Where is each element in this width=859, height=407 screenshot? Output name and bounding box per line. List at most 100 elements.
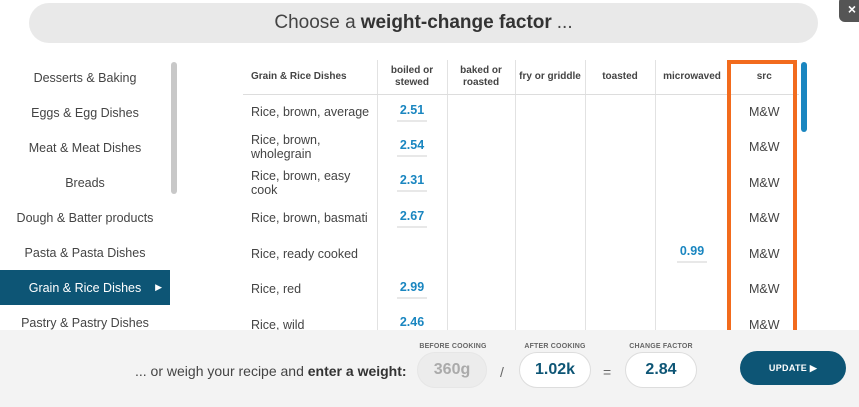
factor-cell-boiled[interactable]: 2.67 [376, 200, 447, 236]
food-name: Rice, brown, average [251, 105, 370, 119]
factor-cell-boiled[interactable]: 2.99 [376, 271, 447, 307]
source-cell: M&W [728, 129, 799, 165]
sidebar-item[interactable]: Breads [0, 165, 170, 200]
factor-cell-baked [446, 129, 515, 165]
food-name: Rice, wild [251, 317, 305, 330]
table-row: Rice, ready cooked 0.99 M&W [243, 236, 799, 272]
factor-cell-fry [514, 307, 585, 330]
header-food: Grain & Rice Dishes [243, 60, 377, 95]
source-cell: M&W [728, 307, 799, 330]
before-cooking-input[interactable]: 360g [417, 352, 487, 388]
sidebar-item[interactable]: Pasta & Pasta Dishes [0, 235, 170, 270]
category-sidebar: Desserts & Baking Eggs & Egg Dishes Meat &… [0, 60, 170, 330]
source-cell: M&W [728, 236, 799, 272]
factor-cell-baked [446, 236, 515, 272]
title-suffix: ... [556, 12, 573, 33]
factor-cell-boiled[interactable]: 2.46 [376, 307, 447, 330]
factor-cell-boiled[interactable]: 2.51 [376, 94, 447, 130]
factor-cell-toasted [584, 236, 655, 272]
factor-cell-fry [514, 129, 585, 165]
sidebar-item-label: Desserts & Baking [33, 70, 137, 85]
sidebar-item[interactable]: Grain & Rice Dishes ▶ [0, 270, 170, 305]
sidebar-item[interactable]: Eggs & Egg Dishes [0, 95, 170, 130]
factor-cell-toasted [584, 94, 655, 130]
sidebar-item-label: Meat & Meat Dishes [28, 140, 142, 155]
factor-cell-boiled[interactable]: 2.54 [376, 129, 447, 165]
update-button[interactable]: UPDATE ▶ [740, 351, 846, 385]
header-toasted[interactable]: toasted [584, 60, 655, 95]
factor-cell-microwaved [654, 307, 729, 330]
header-fry[interactable]: fry or griddle [514, 60, 585, 95]
factor-cell-fry [514, 165, 585, 201]
factor-value[interactable]: 2.31 [397, 173, 427, 193]
factor-value[interactable]: 2.54 [397, 138, 427, 157]
close-icon: × [847, 1, 857, 17]
sidebar-item[interactable]: Dough & Batter products [0, 200, 170, 235]
food-name: Rice, brown, easy cook [251, 168, 351, 197]
food-name: Rice, red [251, 282, 302, 297]
equals-symbol: = [603, 364, 612, 380]
header-boiled[interactable]: boiled or stewed [376, 60, 447, 95]
header-baked[interactable]: baked or roasted [446, 60, 515, 95]
factor-cell-fry [514, 94, 585, 130]
after-cooking-label: AFTER COOKING [524, 343, 586, 350]
factor-cell-fry [514, 236, 585, 272]
change-factor-value: 2.84 [625, 352, 697, 388]
dialog-title: Choose a weight-change factor ... [29, 3, 818, 43]
factor-cell-toasted [584, 307, 655, 330]
factor-cell-toasted [584, 129, 655, 165]
title-bold: weight-change factor [360, 12, 552, 33]
factor-cell-toasted [584, 271, 655, 307]
before-cooking-label: BEFORE COOKING [419, 343, 487, 350]
factor-value[interactable]: 0.99 [677, 244, 707, 264]
sidebar-item-label: Grain & Rice Dishes [28, 280, 142, 295]
factor-cell-microwaved[interactable]: 0.99 [654, 236, 729, 272]
factor-cell-toasted [584, 165, 655, 201]
factor-cell-baked [446, 200, 515, 236]
factor-table: Grain & Rice Dishes boiled or stewed bak… [243, 60, 799, 330]
factor-cell-baked [446, 307, 515, 330]
change-factor-label: CHANGE FACTOR [629, 343, 693, 350]
sidebar-item-label: Dough & Batter products [16, 210, 154, 225]
table-row: Rice, brown, wholegrain 2.54 M&W [243, 129, 799, 165]
sidebar-item[interactable]: Meat & Meat Dishes [0, 130, 170, 165]
factor-cell-microwaved [654, 271, 729, 307]
factor-cell-microwaved [654, 200, 729, 236]
weigh-prompt-bold: enter a weight: [307, 363, 407, 379]
factor-cell-toasted [584, 200, 655, 236]
source-cell: M&W [728, 94, 799, 130]
sidebar-item[interactable]: Pastry & Pastry Dishes [0, 305, 170, 330]
factor-cell-boiled [376, 236, 447, 272]
factor-cell-baked [446, 165, 515, 201]
factor-value[interactable]: 2.99 [397, 280, 427, 299]
after-cooking-input[interactable]: 1.02k [519, 352, 591, 388]
sidebar-scrollbar[interactable] [171, 62, 177, 194]
sidebar-item-label: Pasta & Pasta Dishes [24, 245, 146, 260]
arrow-right-icon: ▶ [155, 282, 162, 292]
sidebar-item[interactable]: Desserts & Baking [0, 60, 170, 95]
factor-cell-microwaved [654, 94, 729, 130]
table-header-row: Grain & Rice Dishes boiled or stewed bak… [243, 60, 799, 95]
title-prefix: Choose a [274, 12, 356, 33]
table-row: Rice, brown, basmati 2.67 M&W [243, 200, 799, 236]
food-name: Rice, brown, basmati [251, 211, 368, 226]
header-microwaved[interactable]: microwaved [654, 60, 729, 95]
sidebar-item-label: Pastry & Pastry Dishes [21, 315, 149, 330]
factor-cell-microwaved [654, 165, 729, 201]
table-scrollbar[interactable] [801, 62, 807, 132]
factor-value[interactable]: 2.51 [397, 103, 427, 122]
weigh-prompt: ... or weigh your recipe and enter a wei… [135, 363, 407, 379]
factor-value[interactable]: 2.46 [397, 315, 427, 330]
factor-value[interactable]: 2.67 [397, 209, 427, 228]
food-name: Rice, brown, wholegrain [251, 133, 321, 162]
factor-cell-fry [514, 271, 585, 307]
sidebar-item-label: Breads [65, 175, 105, 190]
close-button[interactable]: × [839, 0, 859, 22]
divide-symbol: / [500, 364, 504, 380]
food-name: Rice, ready cooked [251, 246, 359, 261]
factor-cell-boiled[interactable]: 2.31 [376, 165, 447, 201]
table-row: Rice, brown, easy cook 2.31 M&W [243, 165, 799, 201]
factor-cell-baked [446, 94, 515, 130]
header-src: src [728, 60, 799, 95]
source-cell: M&W [728, 165, 799, 201]
